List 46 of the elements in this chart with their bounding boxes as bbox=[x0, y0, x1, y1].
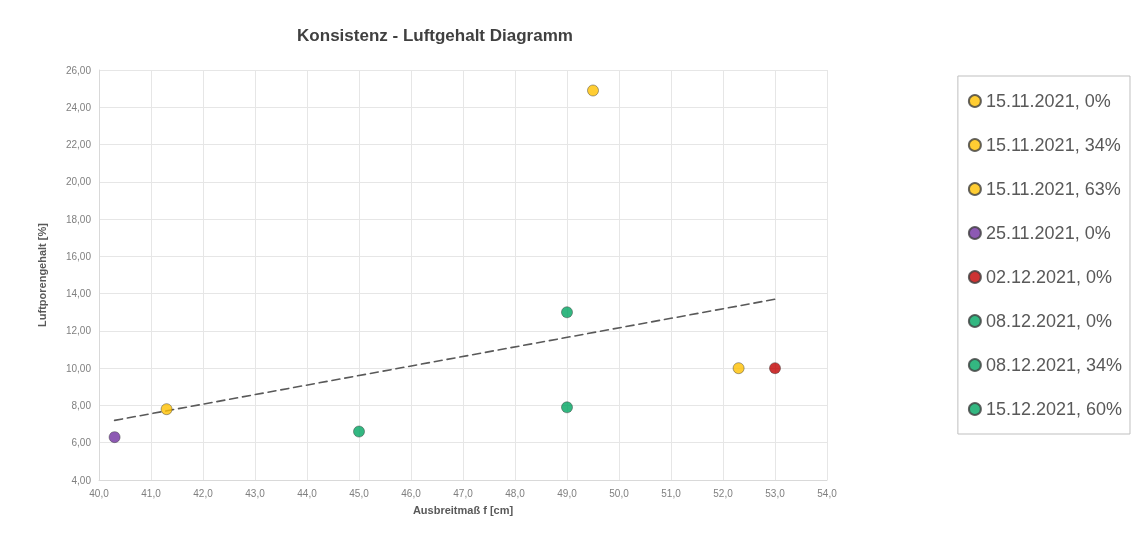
x-tick-label: 46,0 bbox=[401, 487, 422, 499]
point bbox=[587, 84, 599, 97]
x-tick-label: 52,0 bbox=[713, 487, 734, 499]
x-tick-label: 45,0 bbox=[349, 487, 370, 499]
x-tick-label: 51,0 bbox=[661, 487, 682, 499]
x-tick-label: 44,0 bbox=[297, 487, 318, 499]
legend-label: 08.12.2021, 34% bbox=[985, 355, 1123, 375]
legend-label: 15.12.2021, 60% bbox=[985, 399, 1123, 419]
point bbox=[108, 431, 121, 443]
chart-title: Konsistenz - Luftgehalt Diagramm bbox=[297, 26, 573, 45]
x-tick-label: 54,0 bbox=[817, 487, 838, 499]
y-tick-label: 18,00 bbox=[65, 213, 92, 225]
point bbox=[561, 401, 573, 414]
x-tick-label: 40,0 bbox=[89, 487, 110, 499]
y-tick-label: 8,00 bbox=[71, 399, 92, 411]
legend-label: 15.11.2021, 34% bbox=[985, 135, 1121, 155]
x-tick-label: 50,0 bbox=[609, 487, 630, 499]
legend-label: 15.11.2021, 63% bbox=[985, 179, 1121, 199]
legend-label: 25.11.2021, 0% bbox=[985, 223, 1111, 243]
point bbox=[732, 362, 745, 374]
y-tick-label: 24,00 bbox=[65, 101, 92, 113]
point bbox=[353, 425, 365, 438]
y-tick-label: 26,00 bbox=[65, 64, 92, 76]
legend-label: 15.11.2021, 0% bbox=[985, 91, 1111, 111]
y-tick-label: 4,00 bbox=[71, 474, 92, 486]
y-tick-label: 20,00 bbox=[65, 176, 92, 188]
legend-label: 08.12.2021, 0% bbox=[985, 311, 1112, 331]
x-tick-label: 53,0 bbox=[765, 487, 786, 499]
x-tick-label: 49,0 bbox=[557, 487, 578, 499]
x-tick-label: 47,0 bbox=[453, 487, 474, 499]
point bbox=[160, 403, 173, 415]
y-tick-label: 10,00 bbox=[65, 362, 92, 374]
x-tick-label: 48,0 bbox=[505, 487, 526, 499]
y-tick-label: 22,00 bbox=[65, 139, 92, 151]
x-tick-label: 41,0 bbox=[141, 487, 162, 499]
y-tick-label: 16,00 bbox=[65, 250, 92, 262]
x-axis-title: Ausbreitmaß f [cm] bbox=[412, 503, 514, 516]
y-axis-title: Luftporengehalt [%] bbox=[35, 222, 48, 327]
y-tick-label: 6,00 bbox=[71, 437, 92, 449]
x-tick-label: 43,0 bbox=[245, 487, 266, 499]
point bbox=[769, 362, 781, 374]
y-tick-label: 14,00 bbox=[65, 288, 92, 300]
legend-label: 02.12.2021, 0% bbox=[985, 267, 1112, 287]
y-tick-label: 12,00 bbox=[65, 325, 92, 337]
point bbox=[561, 306, 573, 319]
x-tick-label: 42,0 bbox=[193, 487, 214, 499]
